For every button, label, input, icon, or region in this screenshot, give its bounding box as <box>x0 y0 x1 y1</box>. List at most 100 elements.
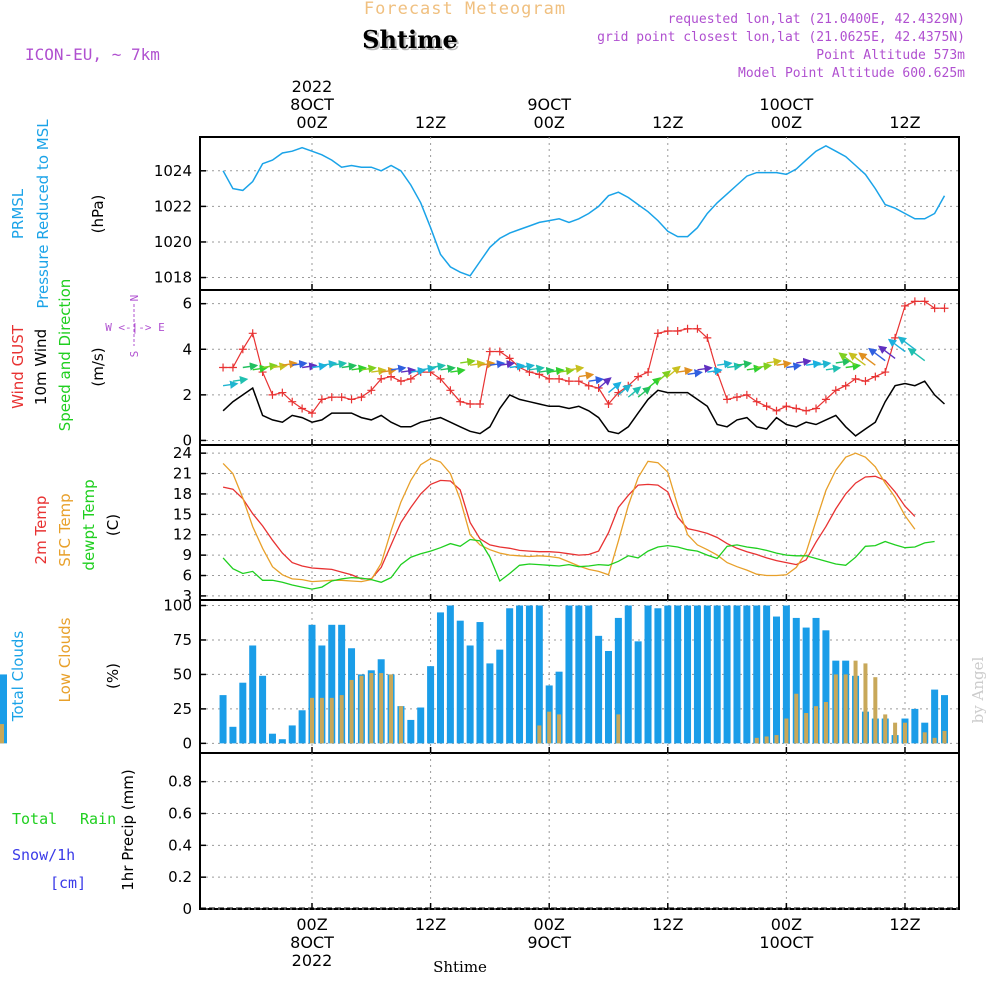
wind-arrow <box>321 360 338 369</box>
wind-arrow <box>868 347 886 362</box>
gust-marker <box>317 395 326 404</box>
temp-unit-label: (C) <box>104 514 122 536</box>
total-cloud-bar <box>516 605 524 744</box>
low-cloud-bar <box>883 714 888 744</box>
gust-marker <box>653 329 662 338</box>
wind-arrow <box>351 364 367 373</box>
pressure-unit-label: (hPa) <box>89 195 107 234</box>
total-cloud-bar <box>268 733 276 744</box>
total-cloud-bar <box>239 682 247 744</box>
gust-marker <box>446 386 455 395</box>
wind-arrow <box>845 362 862 371</box>
snow-label: Snow/1h <box>12 846 75 864</box>
total-cloud-bar <box>417 707 425 744</box>
gust-marker <box>663 327 672 336</box>
y-tick-label: 12 <box>173 526 192 544</box>
low-cloud-bar <box>329 697 334 744</box>
bottom-time-label: 12Z <box>889 915 920 934</box>
total-cloud-bar <box>496 649 504 744</box>
total-cloud-bar <box>466 645 474 744</box>
total-cloud-bar <box>604 651 612 744</box>
y-tick-label: 18 <box>173 485 192 503</box>
y-tick-label: 0.8 <box>168 773 192 791</box>
total-cloud-bar <box>565 605 573 744</box>
gust-marker <box>723 395 732 404</box>
gust-marker <box>238 345 247 354</box>
wind-arrow <box>858 352 876 366</box>
axis-ticks: 1018102010221024024636912151821240255075… <box>154 162 906 918</box>
y-tick-label: 75 <box>173 631 192 649</box>
t2m-line <box>222 475 916 580</box>
wind-arrow <box>667 365 681 378</box>
gust-marker <box>871 372 880 381</box>
total-cloud-bar <box>723 605 731 744</box>
total-cloud-bar <box>941 695 949 744</box>
y-tick-label: 1022 <box>154 197 192 215</box>
y-tick-label: 0.4 <box>168 836 192 854</box>
gust-marker <box>219 363 228 372</box>
bottom-time-label: 10OCT <box>759 933 813 952</box>
wind-arrow <box>450 366 466 376</box>
wind-arrow <box>637 386 652 398</box>
total-cloud-bar <box>298 710 306 744</box>
y-tick-label: 50 <box>173 665 192 683</box>
y-tick-label: 3 <box>182 587 192 605</box>
gust-marker <box>940 304 949 313</box>
sfc-temp-line <box>222 452 916 583</box>
gust-marker <box>278 388 287 397</box>
wind-arrow <box>539 366 555 376</box>
wind-arrow <box>302 362 318 371</box>
gust-marker <box>308 409 316 418</box>
low-cloud-bar <box>804 713 809 744</box>
low-cloud-bar <box>754 737 759 744</box>
total-cloud-bar <box>407 719 415 744</box>
total-cloud-bar <box>812 617 820 744</box>
sfc-label: SFC Temp <box>56 493 74 566</box>
total-cloud-bar <box>486 663 494 744</box>
total-cloud-bar <box>733 605 741 744</box>
total-cloud-bar <box>595 635 603 744</box>
gust-marker <box>891 333 900 342</box>
compass-s-label: S <box>128 351 141 358</box>
wind-arrow <box>381 366 397 376</box>
gust-marker <box>545 374 554 383</box>
total-cloud-bar <box>328 624 336 744</box>
total-cloud-bar <box>644 605 652 744</box>
total-cloud-bar <box>802 627 810 744</box>
total-cloud-bar <box>338 624 346 744</box>
wind-arrow <box>331 360 348 369</box>
gust-marker <box>436 374 445 383</box>
wind-arrow <box>578 371 595 380</box>
gust-marker <box>396 377 405 386</box>
info-line-4: Model Point Altitude 600.625m <box>738 66 965 81</box>
top-time-label: 8OCT <box>290 95 334 114</box>
gust-marker <box>713 368 722 377</box>
y-tick-label: 4 <box>182 340 192 358</box>
total-cloud-bar <box>763 605 771 744</box>
gust-marker <box>406 374 415 383</box>
title-top: Forecast Meteogram <box>364 0 566 19</box>
top-time-label: 00Z <box>771 113 802 132</box>
gust-marker <box>564 377 573 386</box>
wind-arrow <box>815 360 832 369</box>
gust-marker <box>604 399 613 408</box>
bottom-time-label: 9OCT <box>527 933 571 952</box>
gust-marker <box>387 372 396 381</box>
top-time-label: 9OCT <box>527 95 571 114</box>
bottom-time-label: 00Z <box>771 915 802 934</box>
gust-marker <box>347 395 356 404</box>
wind-arrow <box>400 366 417 376</box>
page-title: Shtime <box>362 25 458 54</box>
wind-arrow <box>361 364 377 373</box>
t2m-label: 2m Temp <box>32 496 50 565</box>
wind-arrow <box>311 362 328 371</box>
gust-marker <box>268 390 277 399</box>
gust-marker <box>821 395 830 404</box>
prmsl-label: PRMSL <box>9 188 27 239</box>
bottom-time-label: 12Z <box>652 915 683 934</box>
y-tick-label: 6 <box>182 295 192 313</box>
wind-arrow <box>479 360 496 369</box>
gust-marker <box>594 384 603 393</box>
y-tick-label: 6 <box>182 567 192 585</box>
total-cloud-bar <box>693 605 701 744</box>
